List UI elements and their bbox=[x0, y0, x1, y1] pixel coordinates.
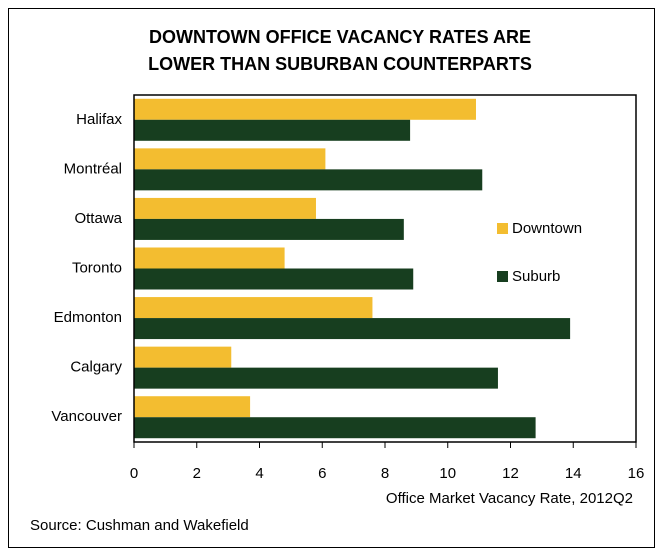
bar bbox=[134, 247, 285, 269]
x-tick-label: 8 bbox=[381, 465, 389, 482]
y-tick-label: Montréal bbox=[64, 160, 122, 177]
legend-label: Downtown bbox=[512, 220, 582, 237]
source-note: Source: Cushman and Wakefield bbox=[30, 517, 249, 534]
x-tick-label: 12 bbox=[502, 465, 519, 482]
bar bbox=[134, 148, 326, 170]
chart-title: LOWER THAN SUBURBAN COUNTERPARTS bbox=[148, 54, 532, 74]
legend-swatch bbox=[497, 271, 508, 282]
x-tick-label: 6 bbox=[318, 465, 326, 482]
x-tick-label: 4 bbox=[255, 465, 263, 482]
x-tick-label: 16 bbox=[628, 465, 645, 482]
x-axis-label: Office Market Vacancy Rate, 2012Q2 bbox=[386, 490, 633, 507]
x-tick-label: 14 bbox=[565, 465, 582, 482]
bar bbox=[134, 169, 483, 191]
bar bbox=[134, 417, 536, 439]
bar bbox=[134, 268, 414, 290]
bar bbox=[134, 197, 316, 219]
bar bbox=[134, 297, 373, 319]
y-tick-label: Halifax bbox=[76, 111, 122, 128]
chart-title: DOWNTOWN OFFICE VACANCY RATES ARE bbox=[149, 27, 531, 47]
y-tick-label: Edmonton bbox=[54, 309, 122, 326]
legend-label: Suburb bbox=[512, 268, 560, 285]
bar bbox=[134, 367, 498, 389]
y-tick-label: Toronto bbox=[72, 259, 122, 276]
bar bbox=[134, 318, 571, 340]
x-tick-label: 0 bbox=[130, 465, 138, 482]
x-tick-label: 10 bbox=[439, 465, 456, 482]
y-tick-label: Ottawa bbox=[74, 210, 122, 227]
y-tick-label: Vancouver bbox=[51, 408, 122, 425]
y-tick-label: Calgary bbox=[70, 359, 122, 376]
bar bbox=[134, 396, 251, 418]
bar bbox=[134, 98, 476, 120]
bar bbox=[134, 119, 411, 141]
legend-swatch bbox=[497, 223, 508, 234]
bar bbox=[134, 218, 404, 240]
x-tick-label: 2 bbox=[193, 465, 201, 482]
bar bbox=[134, 346, 232, 368]
